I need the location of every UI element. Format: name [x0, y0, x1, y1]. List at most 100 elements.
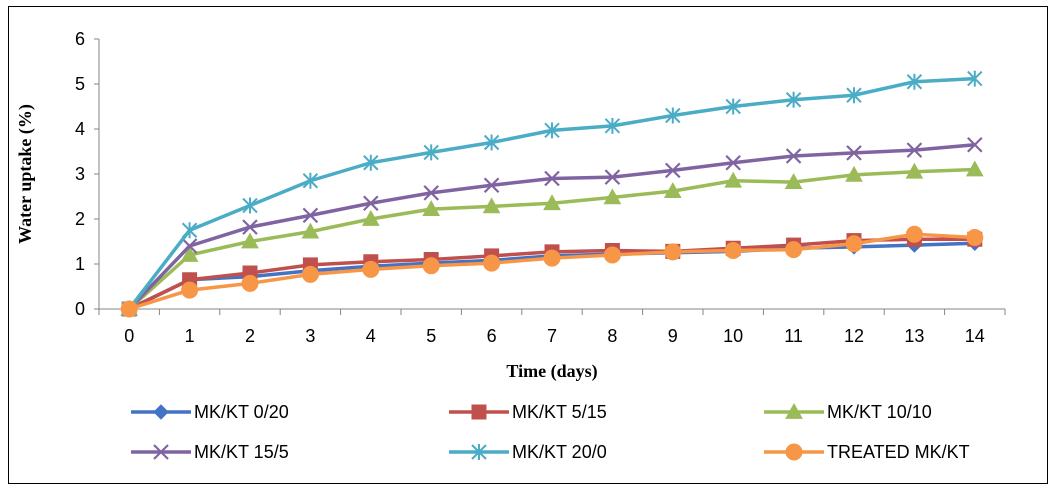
data-point: [603, 188, 622, 205]
data-point: [664, 243, 682, 261]
legend-marker: [153, 404, 169, 420]
data-point: [785, 148, 802, 164]
data-point: [543, 194, 561, 211]
data-point: [665, 107, 681, 124]
x-tick-label: 6: [487, 326, 497, 346]
data-point: [906, 142, 923, 158]
data-point: [361, 209, 380, 226]
y-tick-label: 1: [75, 254, 85, 274]
data-point: [905, 162, 924, 179]
data-point: [363, 154, 379, 171]
data-point: [604, 169, 621, 185]
legend-entry: MK/KT 15/5: [131, 442, 289, 462]
legend-entry: TREATED MK/KT: [764, 442, 970, 462]
data-point: [543, 249, 561, 267]
legend-entry: MK/KT 20/0: [449, 442, 607, 462]
data-point: [483, 254, 501, 272]
x-tick-label: 11: [784, 326, 803, 346]
data-point: [785, 91, 802, 108]
data-point: [845, 235, 863, 253]
data-point: [181, 281, 199, 299]
series-4: [121, 136, 983, 317]
legend-label: MK/KT 0/20: [194, 402, 289, 422]
data-point: [785, 241, 803, 259]
series-layer: [120, 70, 984, 318]
y-axis-title: Water uptake (%): [15, 104, 36, 244]
data-point: [422, 257, 440, 275]
data-point: [665, 162, 681, 179]
legend-marker: [785, 443, 803, 461]
x-tick-label: 0: [124, 326, 134, 346]
legend-label: TREATED MK/KT: [827, 442, 970, 462]
data-point: [242, 197, 258, 214]
data-point: [180, 245, 199, 262]
x-tick-label: 9: [668, 326, 678, 346]
data-point: [604, 117, 621, 134]
x-tick-label: 10: [723, 326, 743, 346]
legend-label: MK/KT 5/15: [512, 402, 607, 422]
chart-frame: 0 1 2 3 4 5 6 0 1 2 3 4 5 6 7 8 9 10 11 12 13 14 Time (days) …: [8, 6, 1048, 484]
data-point: [301, 222, 320, 239]
legend-marker: [153, 444, 169, 460]
data-point: [544, 170, 560, 187]
data-point: [965, 160, 984, 177]
legend-marker: [471, 444, 487, 460]
data-point: [302, 172, 319, 189]
data-point: [967, 70, 983, 87]
x-tick-label: 1: [185, 326, 195, 346]
legend-label: MK/KT 20/0: [512, 442, 607, 462]
data-point: [181, 222, 198, 239]
data-point: [423, 185, 439, 201]
x-tick-label: 3: [305, 326, 315, 346]
data-point: [603, 246, 621, 264]
x-tick-label: 12: [844, 326, 864, 346]
legend-marker: [785, 402, 803, 419]
data-point: [302, 207, 319, 224]
y-tick-label: 6: [75, 29, 85, 49]
y-tick-label: 4: [75, 119, 85, 139]
legend: MK/KT 0/20 MK/KT 5/15 MK/KT 10/10 MK/KT 15/…: [131, 402, 970, 462]
data-point: [663, 182, 682, 198]
x-tick-label: 4: [366, 326, 376, 346]
data-point: [181, 238, 198, 254]
data-point: [724, 242, 742, 259]
y-tick-label: 0: [75, 299, 85, 319]
x-tick-label: 8: [607, 326, 617, 346]
data-point: [846, 145, 862, 161]
data-point: [363, 195, 379, 212]
data-point: [967, 136, 983, 153]
x-tick-label: 7: [547, 326, 557, 346]
data-point: [846, 87, 862, 104]
data-point: [241, 232, 259, 249]
data-point: [483, 134, 500, 151]
y-tick-label: 5: [75, 74, 85, 94]
legend-entry: MK/KT 10/10: [764, 402, 932, 422]
legend-label: MK/KT 10/10: [827, 402, 932, 422]
data-point: [725, 154, 741, 171]
legend-marker: [471, 404, 487, 420]
series-6: [120, 225, 984, 318]
y-tick-label: 3: [75, 164, 85, 184]
data-point: [242, 219, 258, 235]
x-axis-title: Time (days): [506, 361, 597, 382]
data-point: [422, 200, 441, 216]
data-point: [241, 274, 259, 292]
series-3: [120, 160, 984, 316]
data-point: [725, 98, 741, 115]
data-point: [301, 265, 319, 283]
legend-label: MK/KT 15/5: [194, 442, 289, 462]
data-point: [423, 144, 439, 161]
x-tick-label: 2: [245, 326, 255, 346]
data-point: [483, 177, 500, 194]
data-point: [906, 73, 923, 90]
data-point: [362, 260, 380, 278]
x-tick-label: 14: [965, 326, 985, 346]
data-point: [544, 122, 560, 139]
x-tick-label: 5: [426, 326, 436, 346]
data-point: [724, 171, 743, 188]
legend-entry: MK/KT 0/20: [131, 402, 289, 422]
y-tick-label: 2: [75, 209, 85, 229]
data-point: [845, 165, 863, 182]
data-point: [120, 300, 138, 318]
